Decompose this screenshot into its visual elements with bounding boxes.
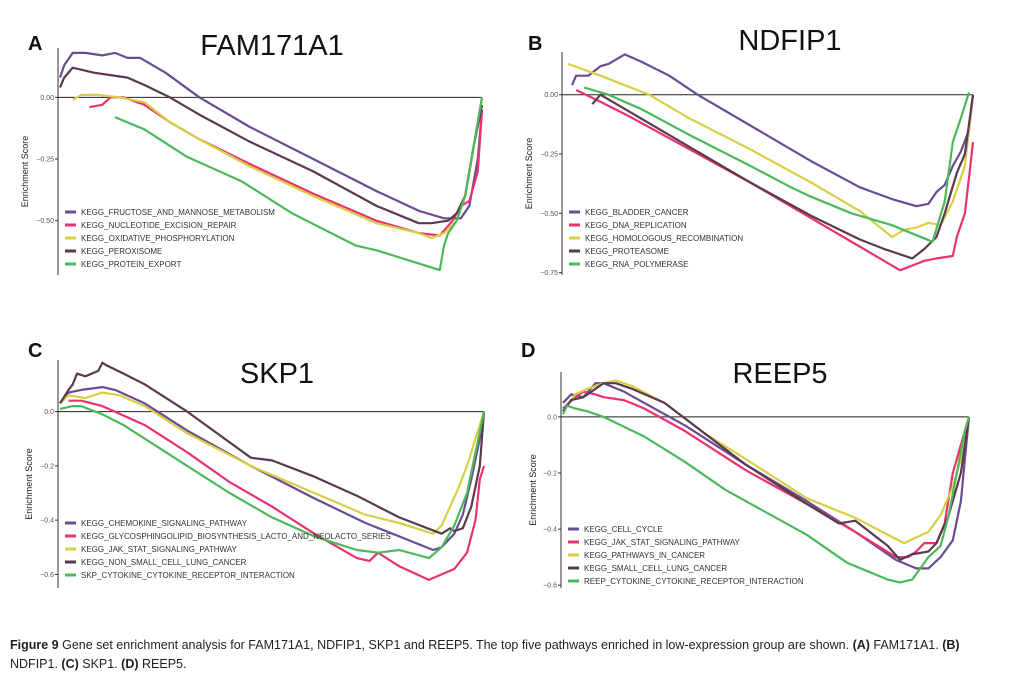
- y-tick-label: −0.4: [40, 518, 54, 525]
- y-tick-label: 0.00: [544, 92, 558, 99]
- panel-letter: D: [521, 340, 535, 362]
- y-axis-label: Enrichment Score: [528, 454, 538, 526]
- series-line-1: [562, 382, 971, 570]
- y-tick-label: −0.50: [540, 211, 558, 218]
- series-line-3: [562, 379, 971, 545]
- y-tick-label: −0.6: [40, 572, 54, 579]
- series-line-2: [68, 399, 486, 582]
- chart-title: REEP5: [732, 358, 827, 390]
- y-tick-label: 0.0: [547, 414, 557, 421]
- legend-label: KEGG_GLYCOSPHINGOLIPID_BIOSYNTHESIS_LACT…: [81, 532, 391, 541]
- chart-title: NDFIP1: [738, 25, 841, 57]
- panel-letter: C: [28, 340, 42, 362]
- legend-label: KEGG_NON_SMALL_CELL_LUNG_CANCER: [81, 558, 247, 567]
- legend-label: KEGG_FRUCTOSE_AND_MANNOSE_METABOLISM: [81, 208, 275, 217]
- caption-ref-d: (D): [121, 657, 139, 671]
- legend-label: KEGG_HOMOLOGOUS_RECOMBINATION: [585, 234, 743, 243]
- series-line-4: [562, 382, 971, 562]
- y-tick-label: −0.75: [540, 270, 558, 277]
- series-line-5: [583, 86, 971, 243]
- legend-label: KEGG_PROTEASOME: [585, 247, 669, 256]
- legend-label: KEGG_JAK_STAT_SIGNALING_PATHWAY: [584, 538, 741, 547]
- series-line-2: [575, 89, 975, 272]
- legend-label: KEGG_PEROXISOME: [81, 247, 162, 256]
- legend-label: KEGG_RNA_POLYMERASE: [585, 260, 688, 269]
- panel-a: A FAM171A1 0.00 −0.25 −0.50 Enrichment Score K…: [20, 30, 484, 275]
- figure-caption: Figure 9 Gene set enrichment analysis fo…: [10, 636, 1000, 674]
- caption-ref-c: (C): [61, 657, 79, 671]
- y-tick-label: −0.25: [540, 152, 558, 159]
- panel-d: D REEP5 0.0 −0.2 −0.4 −0.6 Enrichment Score KEG…: [521, 340, 971, 590]
- legend-label: KEGG_BLADDER_CANCER: [585, 208, 689, 217]
- caption-text-b: NDFIP1.: [10, 657, 62, 671]
- series-line-4: [591, 93, 975, 260]
- legend-label: SKP_CYTOKINE_CYTOKINE_RECEPTOR_INTERACTI…: [81, 571, 295, 580]
- y-tick-label: −0.25: [36, 157, 54, 164]
- y-axis-label: Enrichment Score: [20, 136, 30, 208]
- series-line-1: [58, 51, 484, 220]
- legend-label: KEGG_PATHWAYS_IN_CANCER: [584, 551, 705, 560]
- y-tick-label: −0.2: [543, 470, 557, 477]
- series-line-5: [59, 405, 486, 560]
- caption-ref-a: (A): [852, 638, 870, 652]
- panel-b: B NDFIP1 0.00 −0.25 −0.50 −0.75 Enrichment Sco…: [524, 25, 975, 277]
- series-line-1: [59, 386, 486, 552]
- legend: KEGG_FRUCTOSE_AND_MANNOSE_METABOLISM KEGG…: [65, 208, 275, 269]
- caption-ref-b: (B): [942, 638, 960, 652]
- series-line-3: [59, 391, 486, 535]
- panel-letter: B: [528, 33, 542, 55]
- y-axis-label: Enrichment Score: [524, 138, 534, 210]
- series-line-4: [59, 361, 486, 535]
- series-line-1: [570, 53, 975, 208]
- caption-text-d: REEP5.: [138, 657, 187, 671]
- y-tick-label: −0.4: [543, 527, 557, 534]
- legend-label: KEGG_NUCLEOTIDE_EXCISION_REPAIR: [81, 221, 237, 230]
- legend-label: KEGG_DNA_REPLICATION: [585, 221, 687, 230]
- caption-text-a: FAM171A1.: [869, 638, 943, 652]
- legend: KEGG_CHEMOKINE_SIGNALING_PATHWAY KEGG_GLY…: [65, 519, 391, 580]
- series-line-5: [114, 97, 484, 272]
- legend-label: KEGG_SMALL_CELL_LUNG_CANCER: [584, 564, 727, 573]
- legend-label: KEGG_CELL_CYCLE: [584, 525, 663, 534]
- legend: KEGG_CELL_CYCLE KEGG_JAK_STAT_SIGNALING_P…: [568, 525, 804, 586]
- caption-text-c: SKP1.: [78, 657, 122, 671]
- y-tick-label: −0.50: [36, 218, 54, 225]
- y-tick-label: −0.2: [40, 463, 54, 470]
- legend-label: REEP_CYTOKINE_CYTOKINE_RECEPTOR_INTERACT…: [584, 577, 804, 586]
- caption-label: Figure 9: [10, 638, 59, 652]
- legend-label: KEGG_OXIDATIVE_PHOSPHORYLATION: [81, 234, 235, 243]
- legend-label: KEGG_PROTEIN_EXPORT: [81, 260, 181, 269]
- y-tick-label: 0.00: [40, 95, 54, 102]
- panel-letter: A: [28, 33, 42, 55]
- legend-label: KEGG_CHEMOKINE_SIGNALING_PATHWAY: [81, 519, 248, 528]
- chart-title: FAM171A1: [200, 30, 343, 62]
- series-line-5: [562, 404, 971, 584]
- chart-title: SKP1: [240, 358, 314, 390]
- y-tick-label: −0.6: [543, 583, 557, 590]
- panel-c: C SKP1 0.0 −0.2 −0.4 −0.6 Enrichment Score KEGG…: [24, 340, 486, 588]
- series-line-3: [567, 62, 975, 239]
- legend: KEGG_BLADDER_CANCER KEGG_DNA_REPLICATION K…: [569, 208, 743, 269]
- legend-label: KEGG_JAK_STAT_SIGNALING_PATHWAY: [81, 545, 238, 554]
- y-tick-label: 0.0: [44, 409, 54, 416]
- y-axis-label: Enrichment Score: [24, 448, 34, 520]
- figure-panels: A FAM171A1 0.00 −0.25 −0.50 Enrichment Score K…: [20, 25, 975, 590]
- caption-text: Gene set enrichment analysis for FAM171A…: [58, 638, 853, 652]
- series-line-4: [58, 66, 484, 225]
